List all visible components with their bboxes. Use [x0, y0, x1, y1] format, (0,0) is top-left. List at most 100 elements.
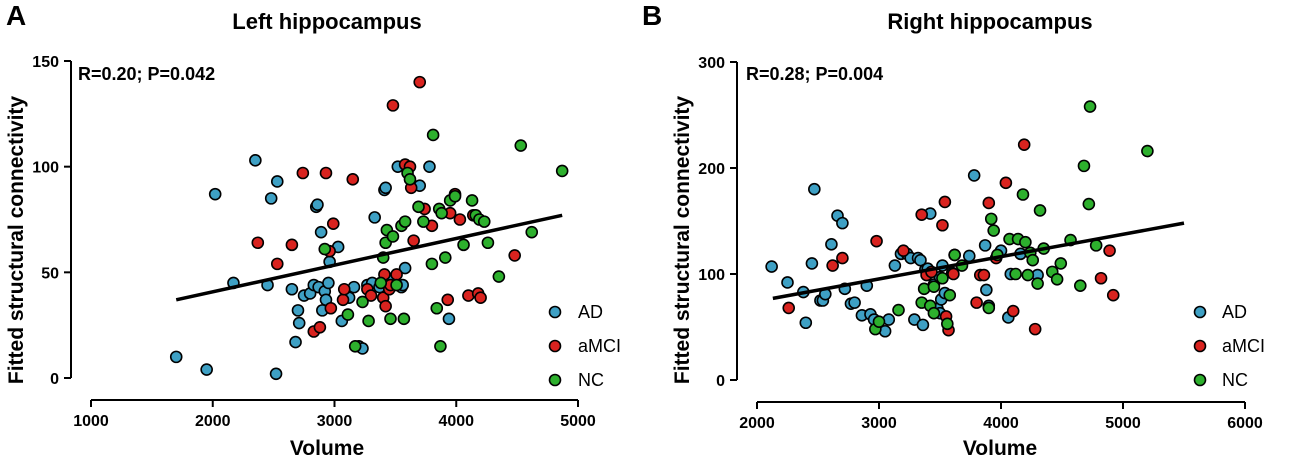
- data-point-nc: [374, 276, 388, 290]
- y-tick-label: 100: [698, 267, 725, 284]
- data-point-ad: [442, 312, 456, 326]
- data-point-amci: [915, 208, 929, 221]
- data-point-ad: [270, 175, 284, 188]
- x-tick-label: 6000: [1227, 415, 1263, 432]
- data-point-nc: [398, 215, 412, 228]
- legend-marker-nc: [1193, 373, 1207, 387]
- data-point-nc: [943, 288, 957, 302]
- data-point-ad: [200, 363, 213, 376]
- panel-letter: B: [642, 0, 662, 31]
- data-point-nc: [481, 236, 495, 250]
- legend-label-ad: AD: [578, 302, 603, 322]
- data-point-nc: [525, 225, 539, 239]
- data-point-ad: [264, 192, 278, 205]
- data-point-ad: [311, 198, 324, 212]
- x-tick-label: 4000: [438, 413, 474, 430]
- data-point-amci: [977, 268, 991, 282]
- data-point-amci: [319, 166, 333, 180]
- y-axis-label: Fitted structural connectivity: [671, 96, 694, 385]
- data-point-ad: [916, 318, 930, 332]
- data-point-amci: [337, 282, 351, 296]
- data-point-ad: [291, 304, 305, 317]
- y-tick-label: 0: [50, 371, 59, 388]
- data-point-ad: [848, 296, 861, 309]
- data-point-nc: [477, 215, 491, 228]
- legend-marker-amci: [1193, 339, 1207, 353]
- data-point-amci: [1094, 271, 1108, 285]
- data-point-amci: [346, 173, 360, 186]
- data-point-amci: [270, 257, 284, 271]
- fit-line: [772, 221, 1185, 301]
- legend: AD aMCI NC: [548, 302, 621, 390]
- data-point-amci: [970, 296, 983, 309]
- data-point-amci: [938, 195, 952, 209]
- legend-marker-nc: [548, 373, 562, 387]
- data-point-nc: [426, 128, 440, 142]
- data-point-ad: [765, 260, 778, 273]
- data-point-ad: [978, 239, 992, 252]
- data-point-nc: [403, 173, 417, 186]
- chart-title: Left hippocampus: [232, 9, 421, 34]
- data-point-amci: [441, 293, 455, 307]
- stat-annotation: R=0.20; P=0.042: [78, 64, 215, 84]
- data-point-ad: [249, 154, 262, 167]
- data-point-amci: [407, 234, 420, 247]
- data-point-ad: [379, 181, 392, 195]
- data-point-ad: [289, 335, 302, 349]
- data-point-nc: [384, 312, 397, 326]
- x-tick-label: 5000: [560, 413, 596, 430]
- data-point-nc: [1019, 235, 1032, 249]
- data-point-ad: [805, 257, 819, 270]
- x-tick-label: 2000: [195, 413, 231, 430]
- data-point-nc: [425, 257, 439, 271]
- data-point-amci: [413, 75, 427, 89]
- x-tick-label: 5000: [1105, 415, 1141, 432]
- data-point-ad: [423, 160, 436, 173]
- data-point-amci: [836, 251, 849, 265]
- data-point-amci: [782, 301, 796, 315]
- data-point-ad: [914, 253, 927, 267]
- data-point-nc: [982, 301, 996, 315]
- data-point-amci: [982, 196, 996, 210]
- data-point-amci: [1028, 322, 1042, 336]
- data-point-amci: [947, 267, 960, 281]
- x-axis-label: Volume: [963, 437, 1037, 460]
- data-point-amci: [379, 299, 392, 313]
- data-point-nc: [341, 308, 355, 321]
- data-point-nc: [390, 278, 403, 292]
- data-point-ad: [269, 367, 283, 381]
- data-point-nc: [1054, 257, 1068, 270]
- data-point-ad: [398, 261, 412, 275]
- data-point-ad: [888, 259, 902, 272]
- data-point-nc: [430, 301, 444, 315]
- data-point-ad: [808, 182, 821, 196]
- data-point-nc: [1074, 279, 1087, 292]
- data-point-nc: [457, 238, 470, 252]
- data-point-amci: [324, 301, 338, 315]
- data-point-amci: [326, 217, 340, 231]
- plot-area: 0 100 200 300 2000 3000 4000 5000 6000: [698, 55, 1263, 432]
- y-tick-label: 100: [32, 160, 59, 177]
- data-point-nc: [555, 164, 569, 178]
- x-tick-label: 4000: [983, 415, 1019, 432]
- data-point-amci: [453, 213, 467, 226]
- data-point-ad: [314, 225, 328, 239]
- legend-label-amci: aMCI: [1222, 336, 1265, 356]
- legend-marker-ad: [1193, 305, 1207, 319]
- data-point-nc: [987, 224, 1000, 237]
- data-point-amci: [313, 320, 327, 334]
- data-point-ad: [208, 187, 222, 201]
- data-point-amci: [1106, 288, 1120, 302]
- data-point-amci: [336, 293, 350, 307]
- data-point-nc: [948, 248, 961, 262]
- stat-annotation: R=0.28; P=0.004: [746, 64, 883, 84]
- data-point-ad: [285, 282, 299, 296]
- data-point-nc: [465, 194, 479, 207]
- data-point-amci: [364, 289, 378, 302]
- plot-area: 0 50 100 150 1000 2000 3000 4000 5000: [32, 54, 596, 430]
- data-point-nc: [435, 206, 448, 220]
- data-point-amci: [1017, 138, 1031, 151]
- y-axis-label: Fitted structural connectivity: [5, 96, 28, 385]
- y-tick-label: 50: [41, 265, 59, 282]
